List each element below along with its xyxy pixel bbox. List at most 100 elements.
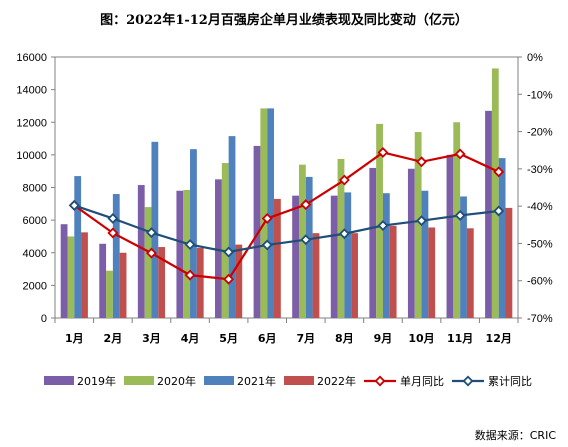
bar-layer xyxy=(60,68,513,319)
y-right-tick-label: -60% xyxy=(527,276,553,288)
marker-单月同比-11月 xyxy=(454,148,466,160)
x-tick-label: 12月 xyxy=(486,332,512,345)
y-left-tick-label: 4000 xyxy=(23,248,47,260)
marker-累计同比-10月 xyxy=(416,215,428,227)
bar-2022年-6月 xyxy=(274,198,281,318)
chart-title: 图：2022年1-12月百强房企单月业绩表现及同比变动（亿元） xyxy=(100,12,468,28)
bar-2021年-1月 xyxy=(74,176,82,318)
bar-2019年-8月 xyxy=(330,195,338,318)
marker-单月同比-3月 xyxy=(145,247,157,259)
marker-累计同比-3月 xyxy=(145,227,157,239)
y-right-tick-label: -70% xyxy=(527,313,553,325)
bar-2021年-2月 xyxy=(112,194,120,318)
bar-2020年-10月 xyxy=(414,132,422,318)
legend-marker-累计同比 xyxy=(462,375,474,387)
legend-swatch-2021年 xyxy=(204,376,234,385)
bar-2020年-3月 xyxy=(144,207,152,318)
y-right-tick-label: -30% xyxy=(527,164,553,176)
bar-2022年-2月 xyxy=(119,252,127,318)
legend-label-2022年: 2022年 xyxy=(317,374,356,388)
bar-2019年-9月 xyxy=(369,167,377,318)
y-right-tick-label: -50% xyxy=(527,238,553,250)
bar-2022年-11月 xyxy=(466,228,474,318)
y-left-tick-label: 6000 xyxy=(23,215,47,227)
y-left-tick-label: 8000 xyxy=(23,183,47,195)
legend-swatch-2020年 xyxy=(124,376,154,385)
marker-累计同比-11月 xyxy=(454,209,466,221)
bar-2021年-3月 xyxy=(151,141,159,318)
y-right-tick-label: -10% xyxy=(527,89,553,101)
bar-2019年-10月 xyxy=(407,168,415,318)
y-left-tick-label: 14000 xyxy=(16,85,47,97)
bar-2022年-12月 xyxy=(505,207,513,318)
bar-2020年-8月 xyxy=(337,158,345,318)
marker-单月同比-6月 xyxy=(261,212,273,224)
bar-2020年-5月 xyxy=(221,163,229,318)
marker-单月同比-4月 xyxy=(184,269,196,281)
legend-label-单月同比: 单月同比 xyxy=(400,375,444,388)
marker-累计同比-12月 xyxy=(493,205,505,217)
bar-2022年-10月 xyxy=(428,227,436,318)
bar-2019年-4月 xyxy=(176,190,184,318)
x-tick-label: 4月 xyxy=(181,332,200,345)
marker-累计同比-8月 xyxy=(338,228,350,240)
marker-单月同比-5月 xyxy=(223,273,235,285)
legend-marker-单月同比 xyxy=(374,375,386,387)
legend-swatch-2022年 xyxy=(284,376,314,385)
line-layer xyxy=(68,146,505,285)
marker-单月同比-7月 xyxy=(300,199,312,211)
y-right-tick-label: 0% xyxy=(527,52,543,64)
bar-2019年-1月 xyxy=(60,224,68,318)
bar-2021年-10月 xyxy=(421,190,429,318)
marker-单月同比-8月 xyxy=(338,174,350,186)
bar-2021年-7月 xyxy=(305,176,313,318)
bar-2020年-9月 xyxy=(376,123,383,318)
bar-2021年-8月 xyxy=(344,192,352,318)
bar-2021年-9月 xyxy=(382,193,390,318)
bar-2022年-3月 xyxy=(158,247,166,318)
bar-2022年-8月 xyxy=(351,233,358,318)
bar-2021年-4月 xyxy=(190,149,197,318)
y-left-tick-label: 16000 xyxy=(16,52,47,64)
x-tick-label: 11月 xyxy=(447,332,473,345)
bar-2020年-6月 xyxy=(260,108,268,319)
line-累计同比 xyxy=(73,204,499,254)
line-单月同比 xyxy=(73,151,500,281)
x-tick-label: 10月 xyxy=(408,332,434,345)
bar-2022年-7月 xyxy=(312,233,320,318)
bar-2020年-1月 xyxy=(67,236,75,318)
y-left-tick-label: 0 xyxy=(41,313,47,325)
y-right-tick-label: -20% xyxy=(527,127,553,139)
marker-单月同比-12月 xyxy=(493,166,505,178)
legend-label-2019年: 2019年 xyxy=(77,374,116,388)
legend-label-2021年: 2021年 xyxy=(237,374,276,388)
y-left-tick-label: 12000 xyxy=(16,117,47,129)
x-tick-label: 7月 xyxy=(296,332,315,345)
bar-2021年-5月 xyxy=(228,136,236,318)
bar-2021年-6月 xyxy=(267,108,275,319)
bar-2022年-4月 xyxy=(196,247,204,318)
y-left-tick-label: 2000 xyxy=(23,280,47,292)
legend-label-2020年: 2020年 xyxy=(157,374,196,388)
marker-累计同比-6月 xyxy=(261,239,273,251)
x-tick-label: 3月 xyxy=(142,332,161,345)
bar-2022年-1月 xyxy=(81,232,88,318)
bar-2020年-11月 xyxy=(453,122,461,318)
y-right-tick-label: -40% xyxy=(527,201,553,213)
bar-2019年-7月 xyxy=(292,195,299,318)
legend-label-累计同比: 累计同比 xyxy=(488,375,532,388)
marker-累计同比-5月 xyxy=(223,246,235,258)
bar-2019年-3月 xyxy=(137,185,145,318)
legend: 2019年 2020年 2021年 2022年 单月同比 累计同比 xyxy=(44,374,532,388)
bar-2019年-11月 xyxy=(446,154,454,318)
bar-2020年-12月 xyxy=(491,68,499,318)
y-left-tick-label: 10000 xyxy=(16,150,47,162)
legend-swatch-2019年 xyxy=(44,376,74,385)
bar-2019年-5月 xyxy=(215,179,222,318)
bar-2021年-12月 xyxy=(498,158,506,318)
x-tick-label: 2月 xyxy=(104,332,123,345)
bar-2021年-11月 xyxy=(460,196,467,318)
bar-2019年-6月 xyxy=(253,145,261,318)
bar-2019年-12月 xyxy=(485,110,492,318)
